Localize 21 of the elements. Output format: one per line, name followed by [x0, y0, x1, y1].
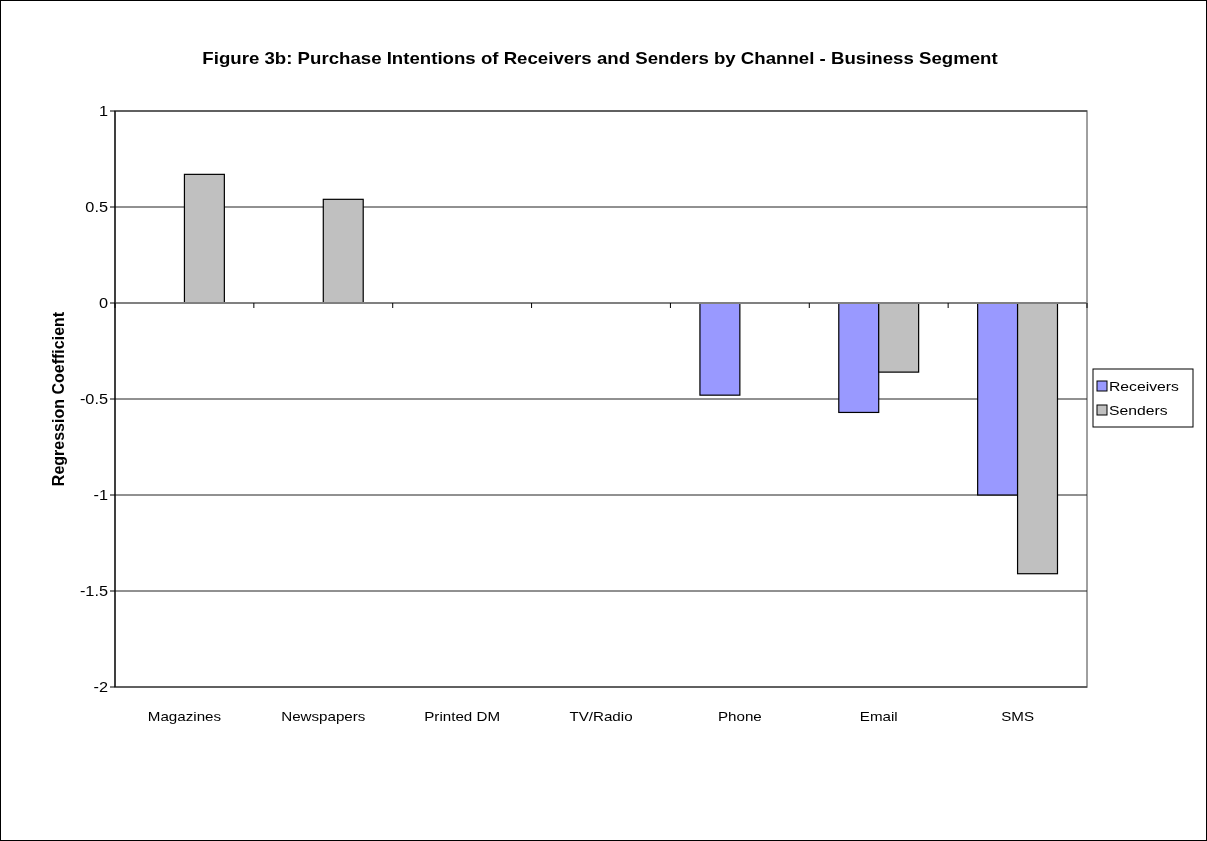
- x-tick-label: SMS: [1001, 708, 1034, 724]
- legend-label: Receivers: [1109, 378, 1179, 394]
- chart-title: Figure 3b: Purchase Intentions of Receivers and Senders by Channel - Business Segment: [202, 48, 998, 68]
- x-tick-label: Email: [859, 708, 898, 724]
- y-axis-title: Regression Coefficient: [49, 311, 67, 487]
- y-tick-label: -0.5: [79, 391, 108, 407]
- x-tick-label: Phone: [717, 708, 762, 724]
- x-tick-label: TV/Radio: [569, 708, 633, 724]
- y-tick-label: -1.5: [79, 583, 108, 599]
- y-tick-label: -2: [93, 679, 108, 695]
- x-tick-label: Printed DM: [424, 708, 501, 724]
- x-tick-label: Newspapers: [281, 708, 366, 724]
- y-tick-label: 0.5: [85, 199, 108, 215]
- bar: [183, 173, 225, 304]
- y-tick-label: 1: [98, 103, 108, 119]
- x-tick-label: Magazines: [147, 708, 222, 724]
- y-tick-label: 0: [98, 295, 108, 311]
- bar: [322, 198, 364, 304]
- legend-label: Senders: [1109, 402, 1168, 418]
- y-tick-label: -1: [93, 487, 108, 503]
- bar: [699, 302, 741, 396]
